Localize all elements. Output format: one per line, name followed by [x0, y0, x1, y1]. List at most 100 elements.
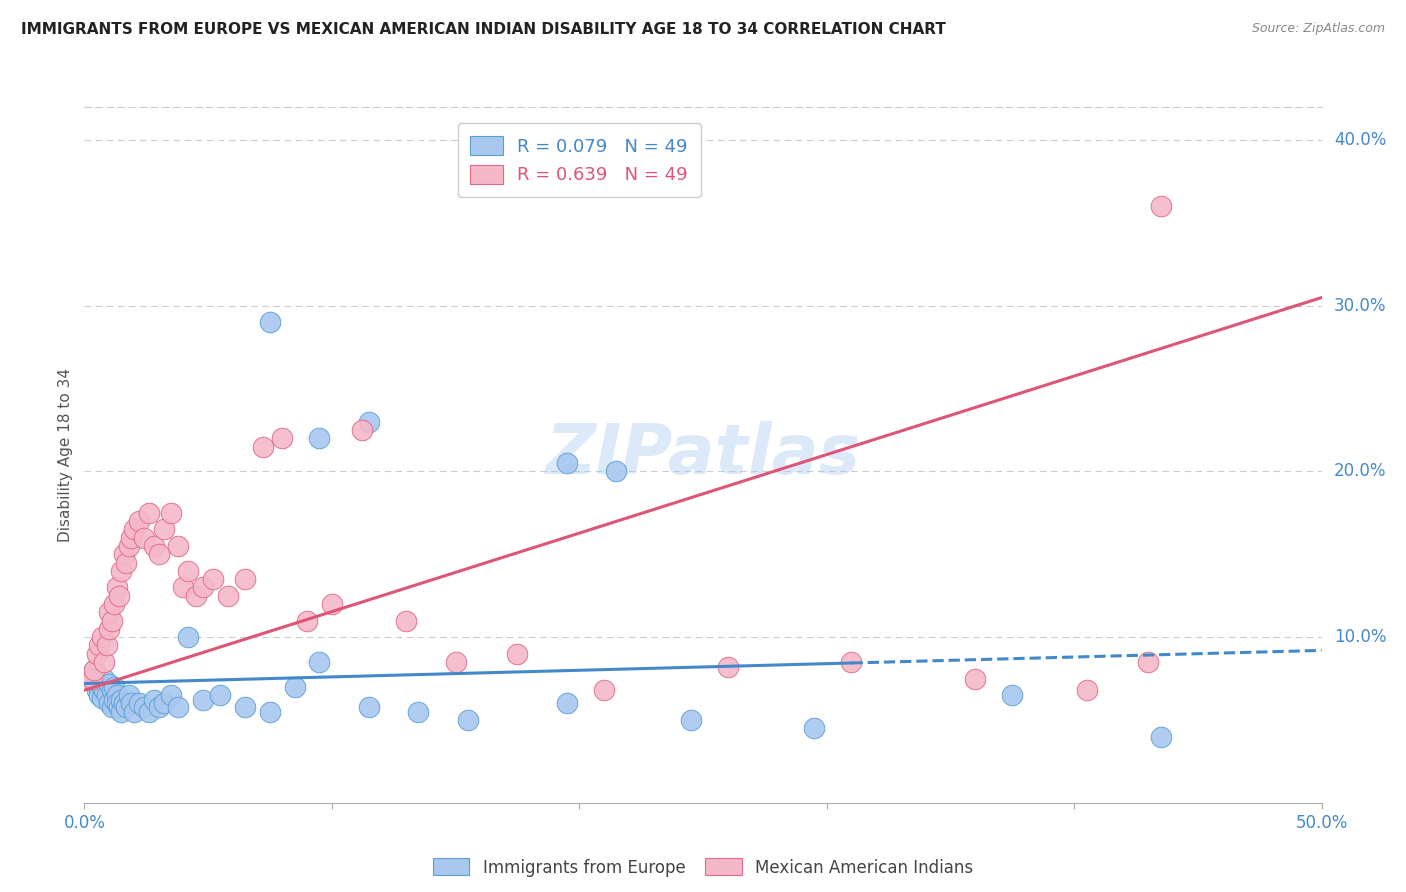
Point	[1001, 688, 1024, 702]
Point	[98, 605, 121, 619]
Point	[80, 672, 103, 686]
Point	[148, 547, 170, 561]
Point	[138, 506, 160, 520]
Point	[128, 514, 150, 528]
Point	[103, 597, 125, 611]
Point	[96, 639, 118, 653]
Point	[110, 693, 132, 707]
Point	[100, 683, 122, 698]
Point	[177, 564, 200, 578]
Point	[138, 705, 160, 719]
Point	[357, 415, 380, 429]
Point	[160, 506, 183, 520]
Point	[122, 705, 145, 719]
Point	[83, 663, 105, 677]
Point	[86, 683, 108, 698]
Point	[142, 539, 165, 553]
Text: 10.0%: 10.0%	[1334, 628, 1386, 646]
Point	[108, 699, 131, 714]
Point	[118, 539, 141, 553]
Point	[457, 713, 479, 727]
Text: IMMIGRANTS FROM EUROPE VS MEXICAN AMERICAN INDIAN DISABILITY AGE 18 TO 34 CORREL: IMMIGRANTS FROM EUROPE VS MEXICAN AMERIC…	[21, 22, 946, 37]
Point	[93, 655, 115, 669]
Point	[555, 697, 578, 711]
Point	[593, 683, 616, 698]
Point	[128, 697, 150, 711]
Point	[259, 315, 281, 329]
Point	[98, 676, 121, 690]
Point	[100, 699, 122, 714]
Point	[350, 423, 373, 437]
Point	[177, 630, 200, 644]
Point	[506, 647, 529, 661]
Point	[1150, 730, 1173, 744]
Point	[110, 564, 132, 578]
Point	[191, 581, 214, 595]
Point	[357, 699, 380, 714]
Text: 20.0%: 20.0%	[1334, 462, 1386, 481]
Point	[112, 697, 135, 711]
Point	[120, 697, 142, 711]
Point	[80, 672, 103, 686]
Point	[259, 705, 281, 719]
Point	[96, 688, 118, 702]
Point	[295, 614, 318, 628]
Point	[160, 688, 183, 702]
Point	[105, 688, 128, 702]
Point	[105, 581, 128, 595]
Point	[152, 523, 174, 537]
Point	[217, 589, 239, 603]
Point	[83, 663, 105, 677]
Point	[191, 693, 214, 707]
Point	[605, 465, 627, 479]
Point	[1150, 199, 1173, 213]
Point	[271, 431, 294, 445]
Point	[308, 655, 330, 669]
Point	[98, 697, 121, 711]
Point	[90, 680, 112, 694]
Point	[90, 691, 112, 706]
Point	[115, 556, 138, 570]
Point	[115, 699, 138, 714]
Point	[148, 699, 170, 714]
Point	[1076, 683, 1098, 698]
Point	[841, 655, 863, 669]
Point	[93, 672, 115, 686]
Point	[103, 680, 125, 694]
Point	[112, 547, 135, 561]
Point	[202, 572, 225, 586]
Point	[395, 614, 418, 628]
Text: 40.0%: 40.0%	[1334, 131, 1386, 149]
Point	[233, 572, 256, 586]
Point	[965, 672, 987, 686]
Point	[184, 589, 207, 603]
Point	[209, 688, 232, 702]
Point	[120, 531, 142, 545]
Point	[122, 523, 145, 537]
Point	[86, 647, 108, 661]
Point	[89, 688, 111, 702]
Point	[89, 639, 111, 653]
Point	[105, 697, 128, 711]
Point	[803, 721, 825, 735]
Point	[118, 688, 141, 702]
Point	[252, 440, 274, 454]
Point	[110, 705, 132, 719]
Point	[321, 597, 343, 611]
Legend: Immigrants from Europe, Mexican American Indians: Immigrants from Europe, Mexican American…	[425, 850, 981, 885]
Point	[233, 699, 256, 714]
Point	[172, 581, 194, 595]
Point	[308, 431, 330, 445]
Point	[103, 693, 125, 707]
Point	[86, 676, 108, 690]
Point	[408, 705, 430, 719]
Point	[167, 699, 190, 714]
Text: Source: ZipAtlas.com: Source: ZipAtlas.com	[1251, 22, 1385, 36]
Text: ZIPatlas: ZIPatlas	[546, 421, 860, 489]
Point	[555, 456, 578, 470]
Point	[152, 697, 174, 711]
Point	[444, 655, 467, 669]
Point	[132, 531, 155, 545]
Text: 30.0%: 30.0%	[1334, 297, 1386, 315]
Point	[108, 589, 131, 603]
